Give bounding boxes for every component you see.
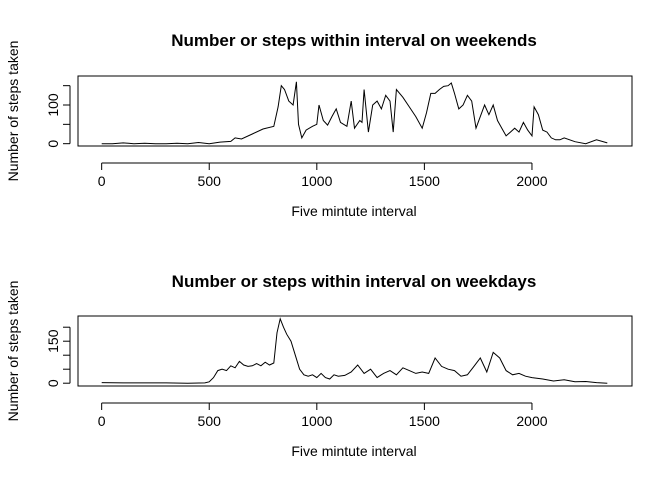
x-tick-label: 1500: [409, 173, 440, 189]
axis-ticks: 0 500 1000 1500 2000 0 100: [45, 85, 548, 189]
x-axis-label: Five mintute interval: [291, 203, 416, 219]
x-tick-label: 0: [98, 413, 106, 429]
chart-title: Number or steps within interval on weekd…: [172, 272, 537, 291]
y-tick-label: 0: [45, 140, 61, 148]
series-line: [101, 81, 608, 145]
plot-frame: [77, 75, 633, 147]
y-axis-label: Number of steps taken: [5, 41, 21, 182]
x-axis-label: Five mintute interval: [291, 443, 416, 459]
x-tick-label: 0: [98, 173, 106, 189]
y-tick-label: 0: [45, 379, 61, 387]
x-tick-label: 1000: [301, 413, 332, 429]
plot-frame: [77, 315, 633, 387]
y-axis-label: Number of steps taken: [5, 281, 21, 422]
panel-weekends: Number or steps within interval on weeke…: [5, 31, 633, 219]
y-tick-label: 100: [45, 93, 61, 117]
chart-title: Number or steps within interval on weeke…: [171, 31, 537, 50]
axis-ticks: 0 500 1000 1500 2000 0 150: [45, 326, 548, 429]
x-tick-label: 2000: [516, 413, 547, 429]
x-tick-label: 500: [198, 413, 222, 429]
panel-weekdays: Number or steps within interval on weekd…: [5, 272, 633, 459]
y-tick-label: 150: [45, 329, 61, 353]
x-tick-label: 500: [198, 173, 222, 189]
series-line: [101, 317, 608, 384]
x-tick-label: 1000: [301, 173, 332, 189]
x-tick-label: 1500: [409, 413, 440, 429]
x-tick-label: 2000: [516, 173, 547, 189]
